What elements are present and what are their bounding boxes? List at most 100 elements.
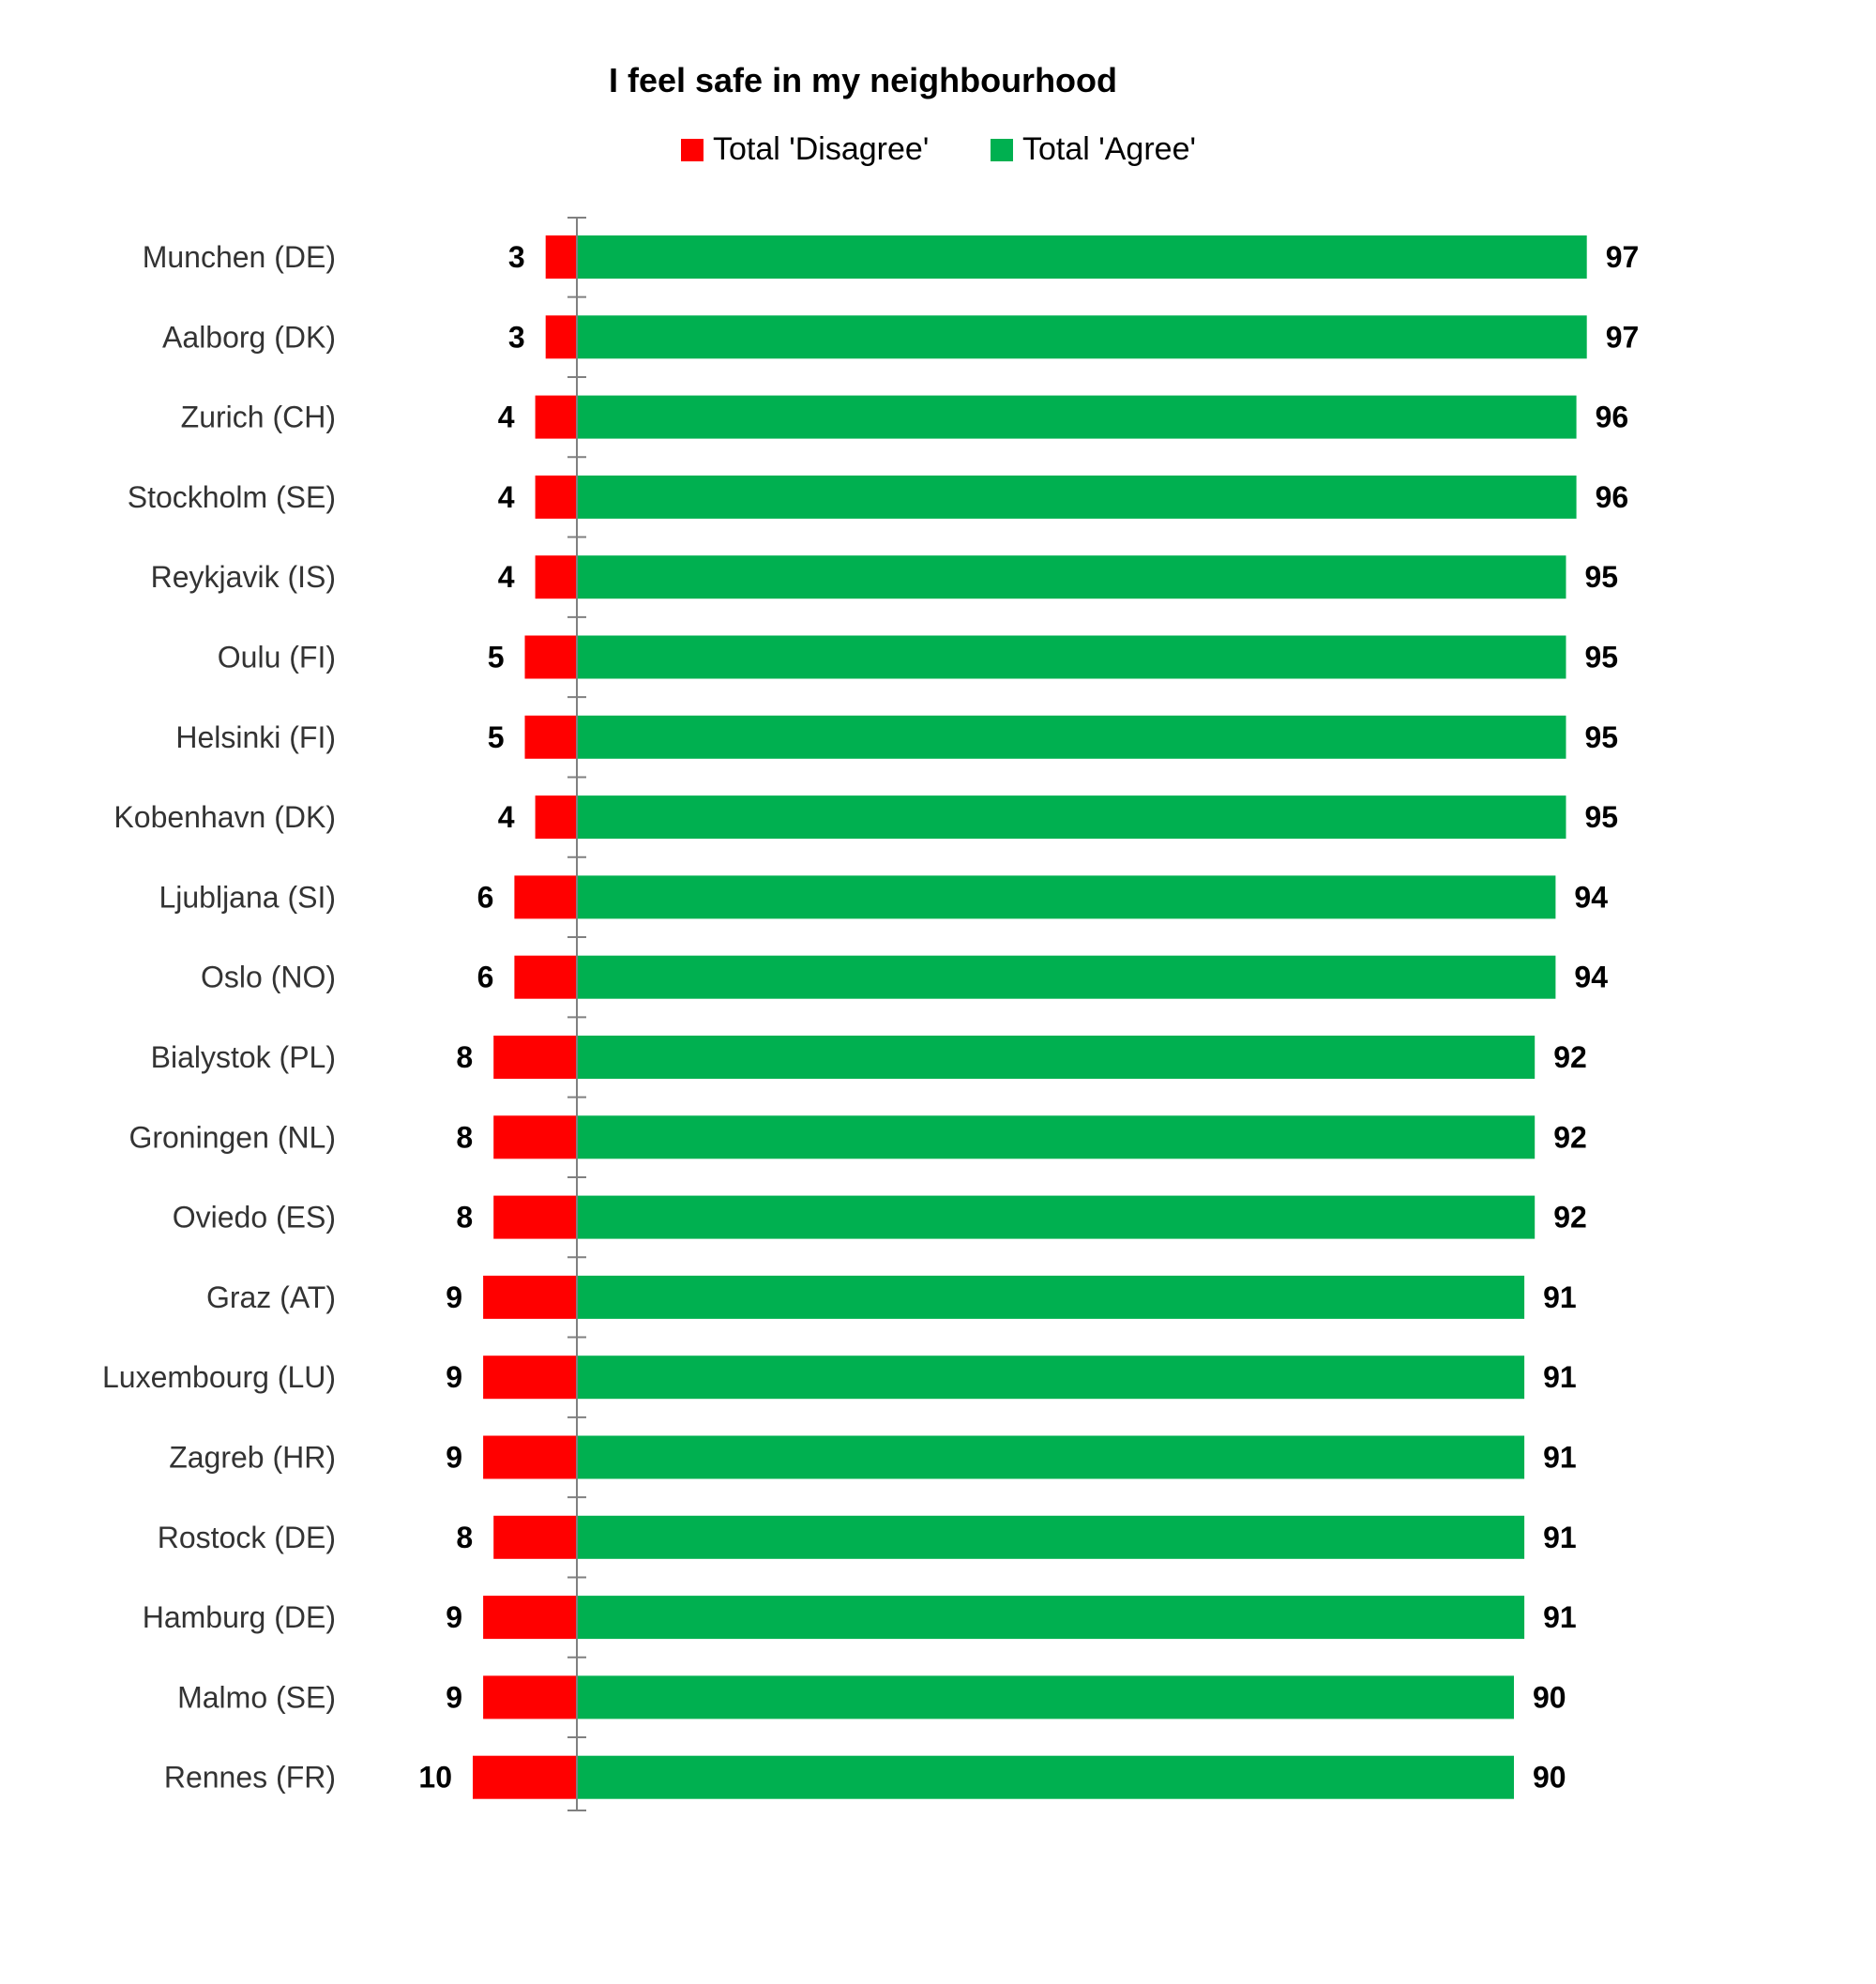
value-label-agree-ljubljana-si: 94 — [1574, 880, 1608, 914]
bar-disagree-aalborg-dk — [545, 315, 577, 359]
value-label-agree-reykjavik-is: 95 — [1585, 560, 1619, 594]
value-label-agree-luxembourg-lu: 91 — [1543, 1360, 1577, 1394]
bar-agree-aalborg-dk — [577, 315, 1587, 359]
bar-disagree-munchen-de — [545, 235, 577, 279]
category-label-oslo-no: Oslo (NO) — [201, 961, 336, 994]
value-label-agree-zagreb-hr: 91 — [1543, 1441, 1577, 1475]
bar-agree-helsinki-fi — [577, 715, 1566, 759]
value-label-disagree-zurich-ch: 4 — [498, 401, 515, 434]
value-label-disagree-malmo-se: 9 — [446, 1680, 462, 1714]
value-label-agree-malmo-se: 90 — [1533, 1680, 1566, 1714]
bar-disagree-stockholm-se — [535, 475, 577, 519]
legend-label-disagree: Total 'Disagree' — [713, 131, 929, 167]
value-label-disagree-bialystok-pl: 8 — [456, 1040, 473, 1074]
bar-disagree-helsinki-fi — [524, 715, 577, 759]
value-label-agree-stockholm-se: 96 — [1596, 480, 1629, 514]
value-label-agree-rennes-fr: 90 — [1533, 1761, 1566, 1795]
value-label-disagree-graz-at: 9 — [446, 1280, 462, 1314]
value-label-agree-aalborg-dk: 97 — [1606, 320, 1640, 354]
value-label-agree-groningen-nl: 92 — [1553, 1120, 1587, 1154]
bar-disagree-bialystok-pl — [493, 1036, 577, 1079]
value-label-disagree-aalborg-dk: 3 — [508, 320, 525, 354]
bar-agree-oviedo-es — [577, 1195, 1536, 1239]
bar-disagree-oviedo-es — [493, 1195, 577, 1239]
category-label-kobenhavn-dk: Kobenhavn (DK) — [113, 800, 336, 834]
value-label-agree-graz-at: 91 — [1543, 1280, 1577, 1314]
bar-disagree-hamburg-de — [483, 1596, 577, 1640]
bar-agree-graz-at — [577, 1275, 1525, 1319]
category-axis — [567, 217, 586, 1811]
category-label-rostock-de: Rostock (DE) — [158, 1521, 336, 1554]
value-label-agree-oulu-fi: 95 — [1585, 641, 1619, 674]
category-label-rennes-fr: Rennes (FR) — [164, 1761, 336, 1795]
agree-bars — [577, 235, 1587, 1799]
value-label-disagree-groningen-nl: 8 — [456, 1120, 473, 1154]
bar-agree-malmo-se — [577, 1675, 1514, 1719]
bar-disagree-kobenhavn-dk — [535, 795, 577, 840]
value-label-disagree-hamburg-de: 9 — [446, 1600, 462, 1634]
value-label-disagree-ljubljana-si: 6 — [477, 880, 494, 914]
value-label-disagree-oslo-no: 6 — [477, 961, 494, 994]
bar-agree-stockholm-se — [577, 475, 1577, 519]
bar-disagree-reykjavik-is — [535, 555, 577, 599]
legend: Total 'Disagree' Total 'Agree' — [681, 131, 1196, 167]
bar-agree-rennes-fr — [577, 1755, 1514, 1799]
bar-agree-ljubljana-si — [577, 875, 1556, 919]
value-label-disagree-oviedo-es: 8 — [456, 1201, 473, 1234]
category-label-ljubljana-si: Ljubljana (SI) — [159, 880, 336, 914]
value-label-disagree-luxembourg-lu: 9 — [446, 1360, 462, 1394]
legend-label-agree: Total 'Agree' — [1022, 131, 1196, 167]
value-label-agree-kobenhavn-dk: 95 — [1585, 800, 1619, 834]
bar-disagree-zagreb-hr — [483, 1435, 577, 1479]
value-label-agree-rostock-de: 91 — [1543, 1521, 1577, 1554]
bar-disagree-malmo-se — [483, 1675, 577, 1719]
value-label-disagree-rennes-fr: 10 — [418, 1761, 452, 1795]
bar-agree-reykjavik-is — [577, 555, 1566, 599]
category-label-graz-at: Graz (AT) — [206, 1280, 336, 1314]
value-label-disagree-stockholm-se: 4 — [498, 480, 515, 514]
bar-agree-hamburg-de — [577, 1596, 1525, 1640]
bar-agree-groningen-nl — [577, 1115, 1536, 1159]
value-label-agree-hamburg-de: 91 — [1543, 1600, 1577, 1634]
bar-disagree-ljubljana-si — [514, 875, 577, 919]
category-label-malmo-se: Malmo (SE) — [177, 1680, 336, 1714]
value-label-agree-oviedo-es: 92 — [1553, 1201, 1587, 1234]
bar-agree-oslo-no — [577, 955, 1556, 999]
category-label-stockholm-se: Stockholm (SE) — [128, 480, 336, 514]
category-label-oviedo-es: Oviedo (ES) — [173, 1201, 336, 1234]
bar-agree-luxembourg-lu — [577, 1355, 1525, 1400]
value-label-agree-zurich-ch: 96 — [1596, 401, 1629, 434]
category-label-munchen-de: Munchen (DE) — [143, 240, 336, 274]
category-label-helsinki-fi: Helsinki (FI) — [175, 720, 336, 754]
agree-value-labels: 97 97 96 96 95 95 95 95 94 94 92 92 92 91 91 91 91 91 90 90 — [1533, 240, 1639, 1795]
category-label-luxembourg-lu: Luxembourg (LU) — [102, 1360, 336, 1394]
category-label-oulu-fi: Oulu (FI) — [218, 641, 336, 674]
bar-disagree-groningen-nl — [493, 1115, 577, 1159]
category-label-groningen-nl: Groningen (NL) — [129, 1120, 336, 1154]
bar-agree-oulu-fi — [577, 635, 1566, 679]
value-label-disagree-zagreb-hr: 9 — [446, 1441, 462, 1475]
bar-agree-zurich-ch — [577, 395, 1577, 439]
value-label-agree-oslo-no: 94 — [1574, 961, 1608, 994]
value-label-disagree-reykjavik-is: 4 — [498, 560, 515, 594]
value-label-disagree-kobenhavn-dk: 4 — [498, 800, 515, 834]
value-label-agree-bialystok-pl: 92 — [1553, 1040, 1587, 1074]
bar-disagree-luxembourg-lu — [483, 1355, 577, 1400]
value-label-disagree-rostock-de: 8 — [456, 1521, 473, 1554]
bar-disagree-zurich-ch — [535, 395, 577, 439]
category-label-hamburg-de: Hamburg (DE) — [143, 1600, 336, 1634]
disagree-value-labels: 3 3 4 4 4 5 5 4 6 6 8 8 8 9 9 9 8 9 9 10 — [418, 240, 524, 1795]
bar-disagree-graz-at — [483, 1275, 577, 1319]
category-labels: Munchen (DE) Aalborg (DK) Zurich (CH) Stock… — [102, 240, 336, 1795]
bar-agree-munchen-de — [577, 235, 1587, 279]
bar-disagree-rennes-fr — [473, 1755, 577, 1799]
bar-disagree-rostock-de — [493, 1515, 577, 1559]
bar-agree-bialystok-pl — [577, 1036, 1536, 1079]
disagree-bars — [473, 235, 577, 1799]
value-label-disagree-helsinki-fi: 5 — [488, 720, 505, 754]
legend-swatch-disagree — [681, 139, 704, 161]
bar-agree-zagreb-hr — [577, 1435, 1525, 1479]
bar-agree-kobenhavn-dk — [577, 795, 1566, 840]
value-label-agree-helsinki-fi: 95 — [1585, 720, 1619, 754]
